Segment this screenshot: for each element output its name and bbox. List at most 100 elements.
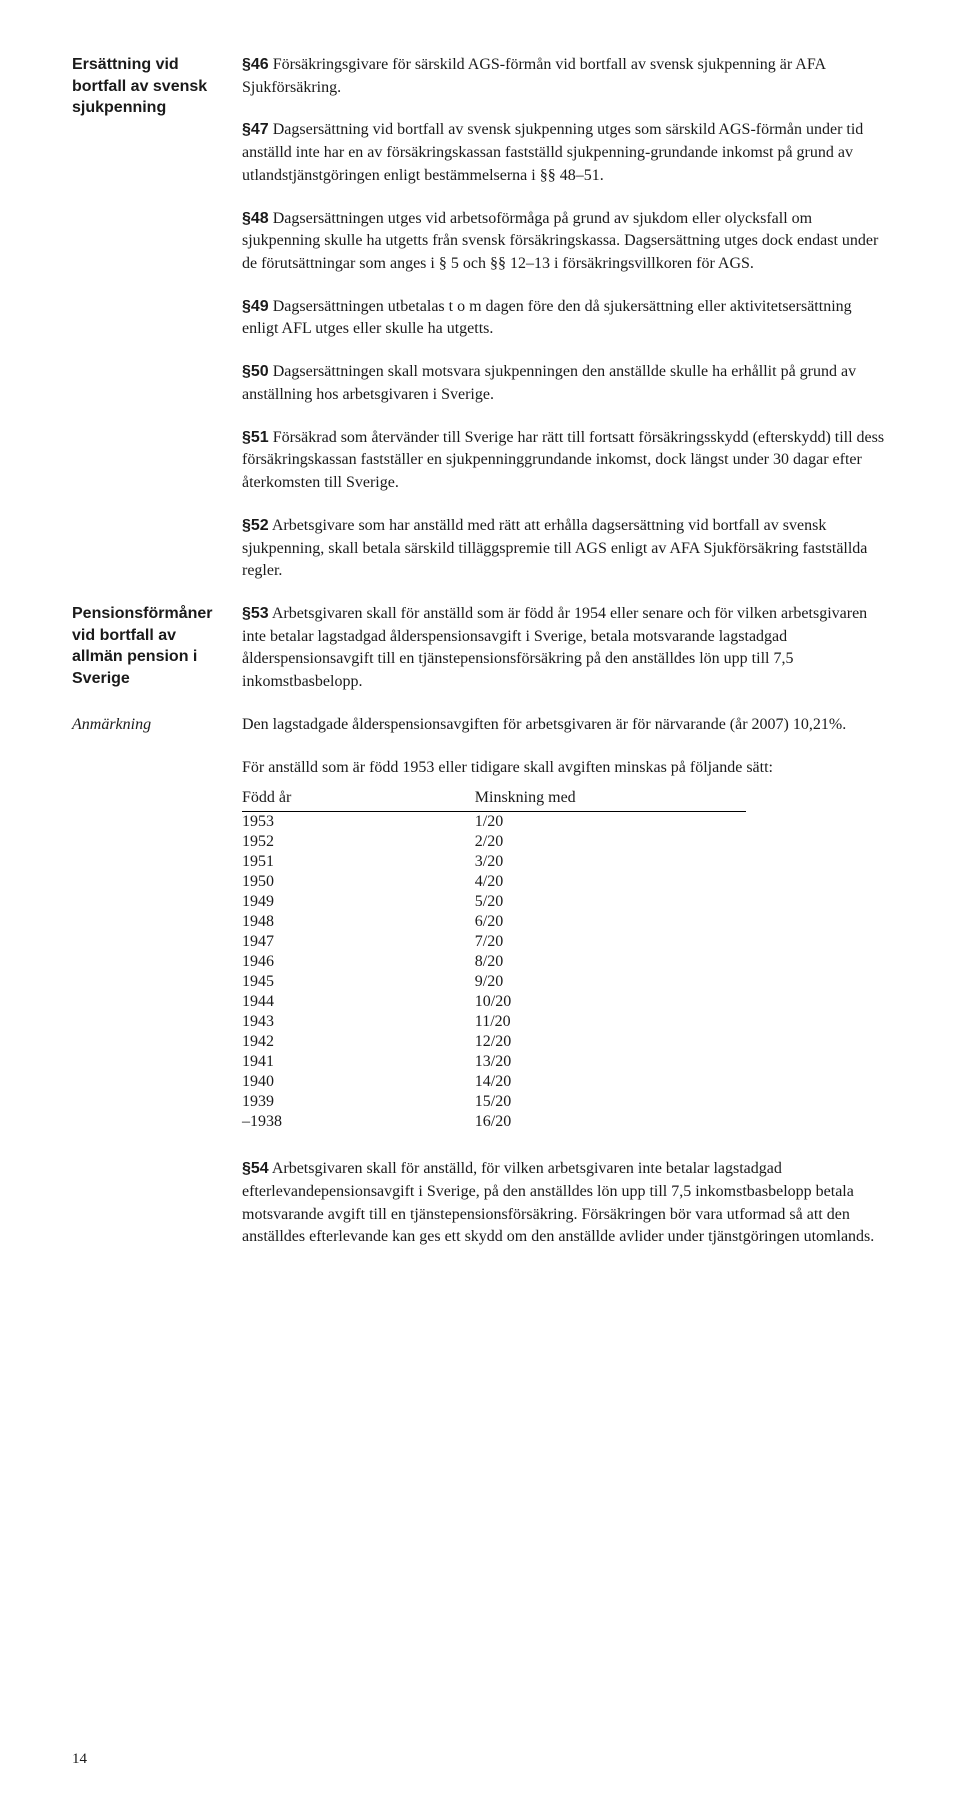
paragraph-50: §50 Dagsersättningen skall motsvara sjuk…	[242, 361, 888, 406]
section-text-47: Dagsersättning vid bortfall av svensk sj…	[242, 121, 863, 183]
table-cell-year: 1943	[242, 1012, 325, 1032]
margin-label-pension-wrap: Pensionsförmåner vid bortfall av allmän …	[72, 603, 242, 689]
section-number-47: §47	[242, 121, 269, 138]
paragraph-52: §52 Arbetsgivare som har anställd med rä…	[242, 515, 888, 583]
section-number-52: §52	[242, 517, 269, 534]
table-cell-reduction: 2/20	[325, 832, 746, 852]
table-row: 19477/20	[242, 932, 746, 952]
table-cell-reduction: 16/20	[325, 1112, 746, 1132]
section-53-row: Pensionsförmåner vid bortfall av allmän …	[72, 603, 888, 714]
paragraph-53: §53 Arbetsgivaren skall för anställd som…	[242, 603, 888, 694]
table-cell-reduction: 11/20	[325, 1012, 746, 1032]
table-row: 19495/20	[242, 892, 746, 912]
table-cell-reduction: 8/20	[325, 952, 746, 972]
table-row: 19486/20	[242, 912, 746, 932]
margin-label-ersattning-wrap: Ersättning vid bortfall av svensk sjukpe…	[72, 54, 242, 119]
table-cell-year: 1953	[242, 812, 325, 833]
margin-label-ersattning: Ersättning vid bortfall av svensk sjukpe…	[72, 54, 224, 119]
section-number-49: §49	[242, 298, 269, 315]
table-cell-year: 1949	[242, 892, 325, 912]
margin-label-anmarkning: Anmärkning	[72, 714, 224, 736]
table-intro: För anställd som är född 1953 eller tidi…	[242, 757, 888, 780]
table-row: 194212/20	[242, 1032, 746, 1052]
section-text-48: Dagsersättningen utges vid arbetsoförmåg…	[242, 210, 878, 272]
table-row: 19522/20	[242, 832, 746, 852]
table-cell-reduction: 12/20	[325, 1032, 746, 1052]
table-cell-year: 1948	[242, 912, 325, 932]
body-col-54: §54 Arbetsgivaren skall för anställd, fö…	[242, 1158, 888, 1269]
table-row: 194410/20	[242, 992, 746, 1012]
table-cell-reduction: 7/20	[325, 932, 746, 952]
paragraph-51: §51 Försäkrad som återvänder till Sverig…	[242, 427, 888, 495]
section-46-47-row: Ersättning vid bortfall av svensk sjukpe…	[72, 54, 888, 208]
table-cell-reduction: 14/20	[325, 1072, 746, 1092]
section-text-51: Försäkrad som återvänder till Sverige ha…	[242, 429, 884, 491]
table-row: 19531/20	[242, 812, 746, 833]
table-body: 19531/2019522/2019513/2019504/2019495/20…	[242, 812, 746, 1133]
table-header-row: Född år Minskning med	[242, 787, 746, 812]
table-cell-reduction: 15/20	[325, 1092, 746, 1112]
section-text-52: Arbetsgivare som har anställd med rätt a…	[242, 517, 867, 579]
page-number: 14	[72, 1751, 87, 1768]
table-row: 19513/20	[242, 852, 746, 872]
table-row: 194113/20	[242, 1052, 746, 1072]
document-page: Ersättning vid bortfall av svensk sjukpe…	[0, 0, 960, 1808]
paragraph-54: §54 Arbetsgivaren skall för anställd, fö…	[242, 1158, 888, 1249]
section-number-54: §54	[242, 1160, 269, 1177]
table-cell-reduction: 4/20	[325, 872, 746, 892]
table-cell-reduction: 6/20	[325, 912, 746, 932]
table-row: 19504/20	[242, 872, 746, 892]
table-cell-year: 1951	[242, 852, 325, 872]
anmarkning-text: Den lagstadgade ålderspensionsavgiften f…	[242, 714, 888, 737]
body-col-anmarkning: Den lagstadgade ålderspensionsavgiften f…	[242, 714, 888, 1158]
table-cell-reduction: 10/20	[325, 992, 746, 1012]
section-number-46: §46	[242, 56, 269, 73]
table-cell-year: 1944	[242, 992, 325, 1012]
table-cell-year: 1952	[242, 832, 325, 852]
margin-label-anmarkning-wrap: Anmärkning	[72, 714, 242, 736]
paragraph-48: §48 Dagsersättningen utges vid arbetsofö…	[242, 208, 888, 276]
section-text-49: Dagsersättningen utbetalas t o m dagen f…	[242, 298, 852, 338]
reduction-table: Född år Minskning med 19531/2019522/2019…	[242, 787, 746, 1132]
section-number-53: §53	[242, 605, 269, 622]
paragraph-46: §46 Försäkringsgivare för särskild AGS-f…	[242, 54, 888, 99]
table-cell-year: 1941	[242, 1052, 325, 1072]
section-54-row: §54 Arbetsgivaren skall för anställd, fö…	[72, 1158, 888, 1269]
section-number-48: §48	[242, 210, 269, 227]
body-col-46-47: §46 Försäkringsgivare för särskild AGS-f…	[242, 54, 888, 208]
table-cell-reduction: 13/20	[325, 1052, 746, 1072]
table-cell-year: 1947	[242, 932, 325, 952]
table-cell-reduction: 3/20	[325, 852, 746, 872]
table-cell-year: 1945	[242, 972, 325, 992]
section-text-54: Arbetsgivaren skall för anställd, för vi…	[242, 1160, 874, 1245]
table-cell-year: 1950	[242, 872, 325, 892]
table-cell-year: 1942	[242, 1032, 325, 1052]
table-row: –193816/20	[242, 1112, 746, 1132]
table-cell-reduction: 9/20	[325, 972, 746, 992]
anmarkning-row: Anmärkning Den lagstadgade ålderspension…	[72, 714, 888, 1158]
section-text-50: Dagsersättningen skall motsvara sjukpenn…	[242, 363, 856, 403]
paragraph-49: §49 Dagsersättningen utbetalas t o m dag…	[242, 296, 888, 341]
table-cell-year: 1946	[242, 952, 325, 972]
body-col-53: §53 Arbetsgivaren skall för anställd som…	[242, 603, 888, 714]
table-cell-year: –1938	[242, 1112, 325, 1132]
section-number-50: §50	[242, 363, 269, 380]
section-48-52-row: §48 Dagsersättningen utges vid arbetsofö…	[72, 208, 888, 603]
table-cell-reduction: 1/20	[325, 812, 746, 833]
table-cell-year: 1939	[242, 1092, 325, 1112]
table-row: 194014/20	[242, 1072, 746, 1092]
section-text-53: Arbetsgivaren skall för anställd som är …	[242, 605, 867, 690]
margin-label-pension: Pensionsförmåner vid bortfall av allmän …	[72, 603, 224, 689]
table-header-year: Född år	[242, 787, 325, 812]
section-text-46: Försäkringsgivare för särskild AGS-förmå…	[242, 56, 825, 96]
table-header-reduction: Minskning med	[325, 787, 746, 812]
table-row: 194311/20	[242, 1012, 746, 1032]
table-row: 19459/20	[242, 972, 746, 992]
table-row: 193915/20	[242, 1092, 746, 1112]
table-cell-year: 1940	[242, 1072, 325, 1092]
table-head: Född år Minskning med	[242, 787, 746, 812]
table-row: 19468/20	[242, 952, 746, 972]
section-number-51: §51	[242, 429, 269, 446]
body-col-48-52: §48 Dagsersättningen utges vid arbetsofö…	[242, 208, 888, 603]
paragraph-47: §47 Dagsersättning vid bortfall av svens…	[242, 119, 888, 187]
